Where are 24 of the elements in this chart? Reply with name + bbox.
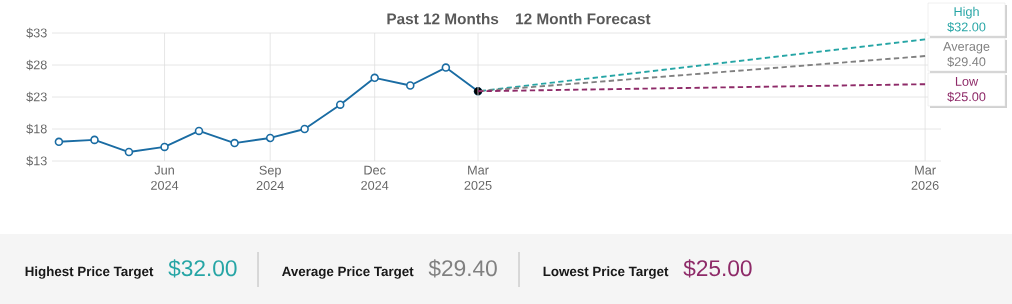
text: $25.00 [683,259,752,278]
series-label: Average [943,42,990,54]
y-tick-label: $23 [26,91,47,103]
text: Average Price Target [282,266,414,279]
data-label: $25.00 [947,91,986,102]
data-label: $32.00 [947,21,986,33]
x-tick-label: Dec 2024 [361,165,389,190]
x-tick-label: Jun 2024 [151,165,179,190]
data-label: $29.40 [947,56,986,67]
y-tick-label: $28 [26,59,47,71]
text: Lowest Price Target [543,266,669,279]
x-tick-label: Mar 2025 [464,165,492,190]
y-tick-label: $33 [26,27,47,39]
text: Low [955,77,979,86]
chart-title: 12 Month Forecast [516,13,651,25]
y-tick-label: $13 [26,155,47,167]
text: $32.00 [168,259,237,278]
text: Highest Price Target [25,266,154,279]
text: High [954,6,979,19]
x-tick-label: Sep 2024 [256,165,284,191]
text: $29.40 [428,259,497,278]
x-tick-label: Mar 2026 [911,165,939,190]
chart-title: Past 12 Months [387,13,499,25]
y-tick-label: $18 [26,123,47,135]
